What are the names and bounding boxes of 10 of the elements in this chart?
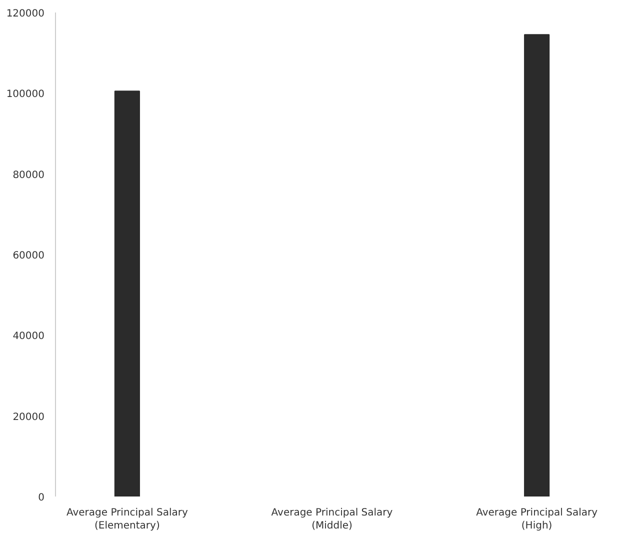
y-tick-label: 40000 bbox=[12, 331, 44, 342]
y-tick-label: 20000 bbox=[12, 412, 44, 423]
y-tick-label: 0 bbox=[38, 492, 45, 504]
x-tick-label: Average Principal Salary (Elementary) bbox=[66, 508, 188, 532]
y-tick-label: 120000 bbox=[6, 8, 45, 20]
y-tick-label: 60000 bbox=[12, 250, 44, 262]
y-tick-label: 80000 bbox=[12, 170, 44, 181]
y-tick-label: 100000 bbox=[6, 89, 45, 100]
x-tick-label: Average Principal Salary (High) bbox=[476, 508, 598, 532]
x-tick-label: Average Principal Salary (Middle) bbox=[271, 508, 393, 532]
